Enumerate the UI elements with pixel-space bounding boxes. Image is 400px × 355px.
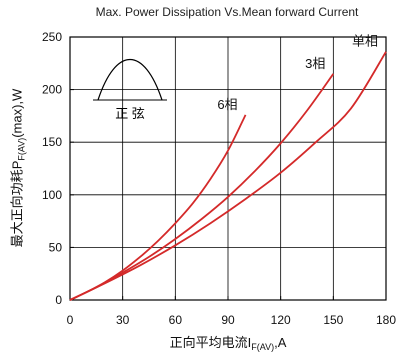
sine-waveform-icon: 正 弦	[93, 58, 167, 121]
inset-label: 正 弦	[115, 106, 145, 121]
series-labels: 6相 3相 单相	[217, 34, 378, 112]
axis-ticks: 0 30 60 90 120 150 180 0 50 100 150 200 250	[42, 30, 396, 327]
x-tick-label: 0	[67, 313, 74, 327]
y-tick-label: 250	[42, 30, 62, 44]
y-tick-label: 0	[55, 293, 62, 307]
x-axis-label-unit: ,A	[274, 335, 287, 350]
series-line-2	[69, 73, 335, 301]
chart-title: Max. Power Dissipation Vs.Mean forward C…	[95, 5, 359, 19]
series-group	[69, 51, 387, 301]
y-tick-label: 50	[49, 240, 63, 254]
y-axis-label-prefix: 最大正向功耗	[10, 169, 26, 248]
grid-lines	[70, 37, 386, 300]
x-tick-label: 150	[323, 313, 343, 327]
y-axis-label-subscript: F(AV)	[16, 137, 27, 161]
x-axis-label-subscript: F(AV)	[251, 342, 275, 352]
x-tick-label: 30	[116, 313, 130, 327]
x-tick-label: 60	[169, 313, 183, 327]
y-tick-label: 150	[42, 135, 62, 149]
series-label-3: 单相	[352, 34, 378, 49]
y-axis-label: 最大正向功耗PF(AV)(max),W	[7, 88, 27, 248]
x-axis-label: 正向平均电流IF(AV),A	[70, 332, 386, 352]
y-axis-label-symbol: P	[9, 160, 25, 170]
x-axis-label-symbol: I	[247, 335, 252, 350]
x-tick-label: 180	[376, 313, 396, 327]
x-tick-label: 120	[271, 313, 291, 327]
series-line-1	[69, 114, 247, 301]
series-label-2: 3相	[305, 56, 325, 71]
y-axis-label-unit: (max),W	[9, 88, 25, 138]
series-label-1: 6相	[217, 97, 237, 112]
y-tick-label: 200	[42, 83, 62, 97]
y-tick-label: 100	[42, 188, 62, 202]
x-axis-label-prefix: 正向平均电流	[169, 336, 248, 351]
series-line-3	[69, 51, 387, 301]
x-tick-label: 90	[221, 313, 235, 327]
